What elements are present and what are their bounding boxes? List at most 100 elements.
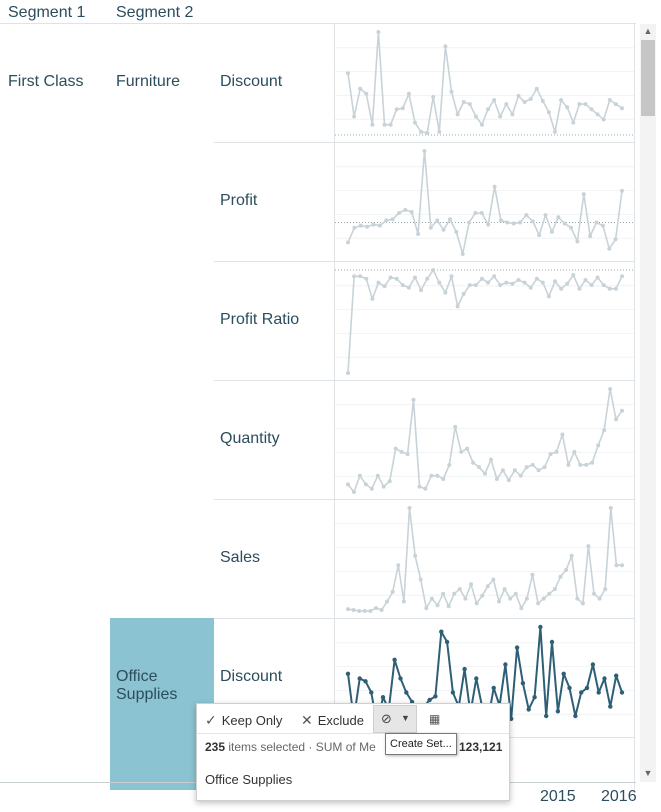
measure-label-profit-ratio[interactable]: Profit Ratio (220, 311, 300, 328)
data-point[interactable] (510, 112, 515, 117)
data-point[interactable] (452, 591, 457, 596)
data-point[interactable] (532, 695, 537, 700)
data-point[interactable] (486, 280, 490, 285)
data-point[interactable] (393, 446, 398, 451)
data-point[interactable] (613, 102, 618, 107)
data-point[interactable] (602, 676, 607, 681)
data-point[interactable] (375, 473, 380, 478)
data-point[interactable] (400, 106, 405, 111)
data-point[interactable] (583, 278, 588, 282)
data-point[interactable] (586, 544, 591, 549)
data-point[interactable] (522, 280, 527, 285)
data-point[interactable] (528, 97, 533, 101)
data-point[interactable] (467, 220, 472, 225)
create-set-button[interactable]: ⊘ ▼ (373, 705, 417, 733)
data-point[interactable] (462, 666, 467, 672)
data-point[interactable] (448, 217, 452, 222)
data-point[interactable] (399, 449, 404, 454)
data-point[interactable] (601, 117, 606, 122)
data-point[interactable] (509, 716, 514, 721)
data-point[interactable] (595, 275, 600, 280)
data-point[interactable] (597, 596, 602, 601)
data-point[interactable] (346, 240, 350, 245)
data-point[interactable] (492, 184, 497, 189)
data-point[interactable] (382, 284, 387, 289)
data-point[interactable] (369, 486, 374, 491)
sparkline-chart-area[interactable] (335, 24, 634, 782)
data-point[interactable] (561, 671, 566, 676)
data-point[interactable] (401, 599, 406, 604)
data-point[interactable] (512, 468, 517, 473)
data-point[interactable] (351, 608, 356, 612)
vertical-scrollbar[interactable] (640, 24, 656, 782)
data-point[interactable] (518, 473, 523, 478)
data-point[interactable] (346, 71, 350, 76)
data-point[interactable] (465, 446, 470, 451)
data-point[interactable] (595, 112, 600, 117)
data-point[interactable] (423, 486, 428, 491)
data-point[interactable] (441, 477, 446, 481)
data-point[interactable] (536, 601, 541, 606)
data-point[interactable] (396, 563, 401, 568)
data-point[interactable] (614, 563, 619, 568)
data-point[interactable] (486, 107, 490, 112)
data-point[interactable] (352, 490, 356, 494)
data-point[interactable] (513, 591, 518, 596)
data-point[interactable] (620, 188, 624, 193)
data-point[interactable] (486, 222, 491, 227)
data-point[interactable] (385, 599, 390, 604)
data-point[interactable] (538, 624, 543, 630)
data-point[interactable] (536, 468, 541, 473)
data-point[interactable] (524, 596, 529, 601)
scroll-down-arrow-icon[interactable]: ▼ (643, 768, 653, 778)
data-point[interactable] (562, 221, 567, 226)
exclude-button[interactable]: ✕ Exclude (301, 710, 364, 730)
data-point[interactable] (620, 408, 624, 413)
data-point[interactable] (492, 98, 497, 102)
data-point[interactable] (425, 276, 430, 281)
keep-only-button[interactable]: ✓ Keep Only (205, 710, 282, 730)
data-point[interactable] (589, 107, 594, 112)
data-point[interactable] (362, 609, 367, 613)
data-point[interactable] (526, 707, 531, 712)
data-point[interactable] (357, 609, 362, 613)
data-point[interactable] (471, 460, 476, 465)
data-point[interactable] (518, 220, 522, 225)
data-point[interactable] (413, 120, 417, 125)
data-point[interactable] (377, 223, 382, 228)
data-point[interactable] (565, 105, 570, 110)
data-point[interactable] (407, 506, 412, 510)
column-header-segment-2[interactable]: Segment 2 (116, 4, 194, 21)
data-point[interactable] (374, 606, 378, 611)
data-point[interactable] (446, 604, 451, 609)
data-point[interactable] (406, 285, 411, 290)
data-point[interactable] (388, 275, 393, 280)
data-point[interactable] (589, 283, 594, 288)
data-point[interactable] (508, 596, 513, 601)
data-point[interactable] (544, 713, 549, 719)
data-point[interactable] (565, 281, 570, 286)
data-point[interactable] (406, 91, 411, 96)
data-point[interactable] (370, 122, 375, 127)
data-point[interactable] (357, 676, 362, 681)
data-point[interactable] (392, 657, 397, 662)
data-point[interactable] (480, 122, 484, 127)
data-point[interactable] (546, 294, 551, 299)
data-point[interactable] (441, 227, 446, 232)
data-point[interactable] (608, 506, 613, 510)
data-point[interactable] (461, 291, 466, 296)
data-point[interactable] (376, 280, 381, 285)
data-point[interactable] (575, 596, 580, 601)
data-point[interactable] (567, 685, 572, 691)
data-point[interactable] (594, 220, 599, 225)
data-point[interactable] (463, 596, 468, 601)
data-point[interactable] (601, 283, 606, 288)
data-point[interactable] (505, 220, 510, 225)
measure-label-profit[interactable]: Profit (220, 192, 258, 209)
data-point[interactable] (607, 246, 612, 251)
data-point[interactable] (431, 268, 436, 272)
data-point[interactable] (454, 229, 459, 234)
data-point[interactable] (522, 100, 527, 104)
data-point[interactable] (581, 192, 586, 197)
data-point[interactable] (409, 210, 414, 214)
